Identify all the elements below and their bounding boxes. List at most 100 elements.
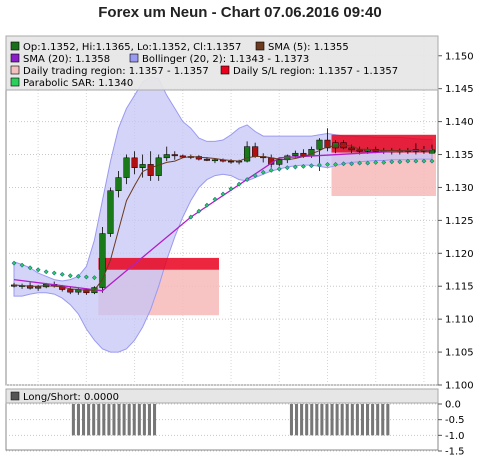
y-tick-label: 1.120 [445, 249, 474, 260]
long-short-bar [330, 404, 334, 436]
sub-y-tick-label: -0.5 [445, 415, 465, 426]
y-tick-label: 1.130 [445, 183, 474, 194]
candle-body [27, 285, 34, 289]
candle-body [131, 157, 138, 168]
sub-legend-box [5, 388, 439, 404]
long-short-bar [376, 404, 380, 436]
main-y-axis: 1.100 1.105 1.110 1.115 1.120 1.125 1.130 1.135… [438, 51, 474, 392]
psar-dot [381, 160, 387, 165]
y-tick-label: 1.145 [445, 84, 474, 95]
long-short-bar [340, 404, 344, 436]
psar-dot [365, 160, 371, 166]
candle-body [211, 159, 219, 162]
sl-region [98, 257, 219, 270]
legend-swatch-sl_region [220, 65, 230, 75]
psar-dot [260, 169, 266, 175]
candle-body [203, 158, 210, 161]
y-tick-label: 1.100 [445, 381, 474, 392]
long-short-bar [295, 404, 299, 436]
candle-body [348, 147, 355, 151]
candle-body [83, 289, 90, 294]
psar-dot [325, 161, 330, 167]
candle-body [163, 154, 170, 159]
long-short-bar [71, 404, 75, 436]
psar-dot [220, 191, 226, 197]
psar-dot [91, 275, 97, 281]
long-short-bar [122, 404, 126, 436]
candle-body [316, 139, 323, 150]
candle-body [356, 149, 363, 152]
long-short-bar [97, 404, 101, 436]
sub-y-tick-label: 0.0 [445, 400, 461, 411]
long-short-bar [355, 404, 359, 436]
long-short-bar [366, 404, 370, 436]
psar-dot [389, 159, 395, 165]
long-short-swatch [10, 391, 20, 401]
long-short-bar [350, 404, 354, 436]
psar-dot [292, 164, 298, 170]
psar-dot [236, 181, 242, 187]
psar-dot [300, 163, 306, 169]
legend-text-psar: Parabolic SAR: 1.1340 [23, 78, 133, 89]
main-plot-frame [5, 35, 439, 386]
candle-body [179, 155, 186, 158]
legend-text-sma20: SMA (20): 1.1358 [23, 54, 110, 65]
long-short-bar [335, 404, 339, 436]
psar-dot [83, 274, 89, 280]
candle-body [115, 177, 122, 191]
psar-dot [333, 161, 338, 167]
long-short-bar [386, 404, 390, 436]
legend-swatch-bollinger [129, 53, 139, 63]
psar-dot [43, 269, 49, 275]
candle-body [107, 190, 114, 234]
psar-dot [212, 196, 218, 202]
candles [10, 128, 436, 295]
psar-dot [357, 160, 363, 166]
sub-y-tick-label: -1.0 [445, 431, 465, 442]
long-short-bar [147, 404, 151, 436]
psar-dots [11, 158, 435, 281]
psar-dot [429, 158, 435, 164]
long-short-label: Long/Short: 0.0000 [23, 392, 119, 403]
long-short-bar [132, 404, 136, 436]
legend-swatch-sma5 [255, 41, 265, 51]
candle-body [244, 146, 251, 162]
long-short-bar [300, 404, 304, 436]
long-short-bar [371, 404, 375, 436]
long-short-bar [142, 404, 146, 436]
candle-body [147, 164, 154, 176]
psar-dot [252, 173, 258, 179]
long-short-bar [76, 404, 80, 436]
legend-text-sma5: SMA (5): 1.1355 [268, 42, 349, 53]
legend-text-sl_region: Daily S/L region: 1.1357 - 1.1357 [233, 66, 398, 77]
candle-body [171, 154, 178, 157]
long-short-bar [92, 404, 96, 436]
psar-dot [51, 270, 57, 276]
candle-body [67, 289, 74, 293]
y-tick-label: 1.150 [445, 51, 474, 62]
candle-body [252, 146, 259, 157]
psar-dot [19, 262, 25, 268]
candle-body [99, 233, 106, 288]
chart-title: Forex um Neun - Chart 07.06.2016 09:40 [98, 4, 382, 21]
long-short-bar [112, 404, 116, 436]
legend-swatch-sma20 [10, 53, 20, 63]
candle-body [292, 152, 299, 157]
long-short-bar [381, 404, 385, 436]
long-short-bar [87, 404, 91, 436]
psar-dot [276, 166, 282, 172]
psar-dot [204, 202, 210, 208]
psar-dot [67, 273, 73, 279]
psar-dot [268, 167, 274, 173]
y-tick-label: 1.125 [445, 216, 474, 227]
candle-body [35, 286, 42, 289]
y-tick-label: 1.115 [445, 282, 474, 293]
long-short-bar [320, 404, 324, 436]
legend: Op:1.1352, Hi:1.1365, Lo:1.1352, Cl:1.13… [10, 41, 398, 89]
psar-dot [341, 161, 346, 167]
long-short-bar [107, 404, 111, 436]
long-short-bar [289, 404, 293, 436]
psar-dot [349, 161, 355, 167]
long-short-bar [117, 404, 121, 436]
psar-dot [196, 208, 202, 214]
